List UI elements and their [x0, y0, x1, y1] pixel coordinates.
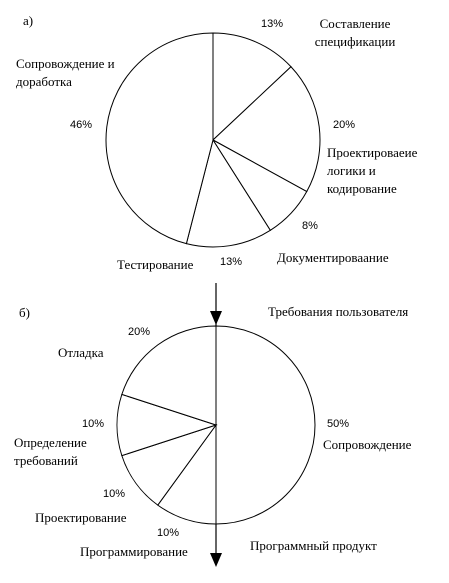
- category-label: Документироваание: [277, 250, 389, 265]
- value-label: 20%: [128, 326, 150, 338]
- value-label: 13%: [261, 18, 283, 30]
- value-label: 20%: [333, 119, 355, 131]
- value-label: 10%: [157, 527, 179, 539]
- category-label: Определение требований: [14, 435, 87, 468]
- value-label: 13%: [220, 256, 242, 268]
- pie-slice: [185, 138, 272, 248]
- pie-slice: [212, 66, 321, 193]
- pie-slice: [121, 325, 217, 426]
- value-label: 8%: [302, 220, 318, 232]
- value-label: 10%: [103, 488, 125, 500]
- category-label: Программирование: [80, 544, 188, 559]
- category-label: Сопровождение: [323, 437, 412, 452]
- pie-slice: [105, 32, 214, 245]
- annotation: Требования пользователя: [268, 304, 409, 319]
- chart-title: а): [23, 13, 34, 28]
- category-label: Сопровождение и доработка: [16, 56, 115, 89]
- value-label: 50%: [327, 418, 349, 430]
- value-label: 10%: [82, 418, 104, 430]
- pie-slice: [212, 32, 292, 142]
- category-label: Проектироваеие логики и кодирование: [327, 145, 418, 196]
- chart-title: б): [19, 305, 30, 320]
- value-label: 46%: [70, 119, 92, 131]
- category-label: Составление спецификации: [314, 16, 396, 49]
- annotation: Программный продукт: [250, 538, 377, 553]
- category-label: Проектирование: [35, 510, 127, 525]
- pie-slice: [215, 325, 316, 525]
- category-label: Тестирование: [117, 257, 194, 272]
- category-label: Отладка: [58, 345, 104, 360]
